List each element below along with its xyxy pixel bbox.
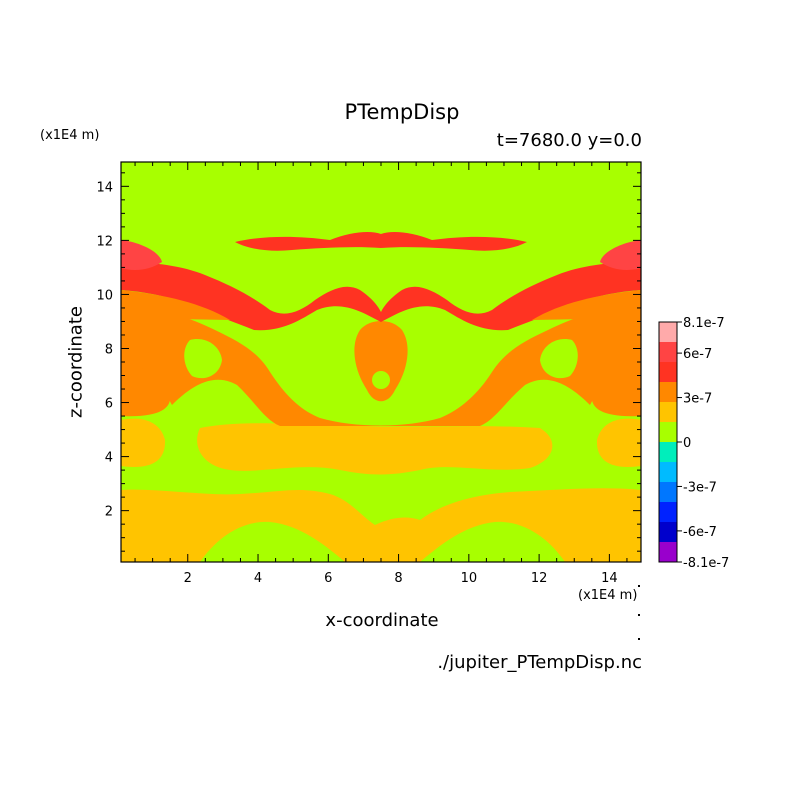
upper-hot-streak: [235, 232, 527, 251]
upper-hot-spot-left: [121, 240, 162, 270]
plume-hole: [540, 339, 578, 379]
marker-dot: [638, 585, 640, 587]
x-tick-label: 8: [394, 571, 402, 586]
colorbar-tick-label: 6e-7: [683, 347, 712, 362]
x-tick-label: 10: [461, 571, 478, 586]
colorbar-segment: [659, 482, 677, 502]
left-warm-patch: [121, 418, 166, 467]
upper-hot-ripple: [532, 290, 641, 320]
colorbar-tick-label: 0: [683, 436, 691, 451]
colorbar-tick-label: -6e-7: [683, 525, 717, 540]
lower-warm-bay: [420, 521, 565, 562]
y-tick-label: 8: [105, 342, 113, 357]
y-tick-label: 10: [96, 288, 113, 303]
x-tick-label: 2: [184, 571, 192, 586]
upper-hot-ripple: [121, 290, 230, 320]
mid-warm-region: [197, 423, 553, 475]
colorbar-segment: [659, 342, 677, 362]
colorbar-segment: [659, 502, 677, 522]
colorbar-tick-label: -3e-7: [683, 480, 717, 495]
x-axis-label: x-coordinate: [325, 610, 439, 631]
colorbar-segment: [659, 322, 677, 342]
lower-warm-bay: [200, 521, 345, 562]
colorbar: 8.1e-7 6e-7 3e-7 0 -3e-7 -6e-7 -8.1e-7: [658, 316, 729, 571]
center-plume-hole: [372, 371, 390, 389]
plume-hole: [296, 348, 345, 391]
plume-right-lobe: [591, 360, 641, 417]
x-tick-label: 4: [254, 571, 262, 586]
colorbar-segment: [659, 402, 677, 422]
plume-hole: [417, 348, 466, 391]
colorbar-tick-label: 3e-7: [683, 392, 712, 407]
center-plume: [354, 321, 408, 402]
colorbar-segment: [659, 522, 677, 542]
heatmap-field: [121, 162, 641, 562]
x-axis-unit: (x1E4 m): [578, 588, 638, 603]
y-tick-label: 14: [96, 180, 113, 195]
x-tick-label: 6: [324, 571, 332, 586]
colorbar-segment: [659, 382, 677, 402]
y-tick-label: 6: [105, 397, 113, 412]
marker-dot: [638, 638, 640, 640]
plume-hole: [184, 339, 222, 379]
file-label: ./jupiter_PTempDisp.nc: [437, 652, 642, 673]
plume-left-lobe: [121, 360, 171, 417]
colorbar-tick-label: 8.1e-7: [683, 316, 725, 331]
y-tick-label: 12: [96, 234, 113, 249]
axes: 2 4 6 8 10 12 14 2 4 6 8 10 12 14: [96, 162, 641, 586]
colorbar-tick-label: -8.1e-7: [683, 556, 729, 571]
upper-hot-spot-right: [600, 240, 641, 270]
time-slice-label: t=7680.0 y=0.0: [496, 130, 642, 151]
right-warm-patch: [596, 418, 641, 467]
colorbar-segment: [659, 442, 677, 462]
colorbar-segment: [659, 462, 677, 482]
marker-dot: [638, 614, 640, 616]
y-axis-unit: (x1E4 m): [40, 128, 100, 143]
upper-hot-band: [121, 262, 641, 331]
x-tick-label: 14: [601, 571, 618, 586]
plume-region: [121, 308, 641, 426]
y-tick-label: 2: [105, 505, 113, 520]
colorbar-segment: [659, 362, 677, 382]
colorbar-segment: [659, 422, 677, 442]
chart-title: PTempDisp: [344, 100, 460, 124]
x-tick-label: 12: [531, 571, 548, 586]
colorbar-segment: [659, 542, 677, 562]
y-tick-label: 4: [105, 451, 113, 466]
